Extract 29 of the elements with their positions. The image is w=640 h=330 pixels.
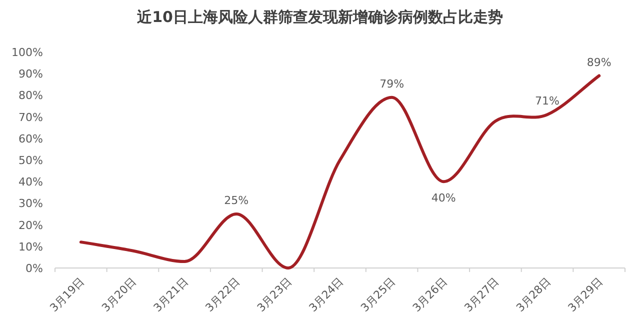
- y-tick-label: 10%: [18, 240, 43, 254]
- y-tick-label: 0%: [26, 262, 43, 275]
- data-label: 79%: [380, 77, 404, 90]
- x-tick-label: 3月22日: [202, 274, 242, 315]
- data-label: 25%: [224, 194, 249, 207]
- data-label: 40%: [431, 192, 456, 205]
- x-tick-label: 3月20日: [99, 274, 139, 315]
- y-tick-label: 50%: [18, 154, 43, 167]
- y-tick-label: 30%: [18, 197, 43, 210]
- x-tick-label: 3月27日: [462, 274, 502, 315]
- x-tick-label: 3月25日: [358, 274, 398, 315]
- line-series: [79, 74, 601, 270]
- y-tick-label: 40%: [18, 176, 43, 189]
- y-tick-label: 100%: [12, 46, 43, 59]
- x-tick-label: 3月29日: [566, 274, 606, 315]
- data-label: 89%: [586, 56, 612, 69]
- x-tick-label: 3月21日: [151, 274, 191, 315]
- x-tick-label: 3月28日: [514, 274, 554, 315]
- x-tick-label: 3月23日: [254, 274, 294, 315]
- y-tick-label: 90%: [18, 68, 43, 81]
- y-tick-label: 60%: [18, 132, 43, 146]
- chart-title: 近10日上海风险人群筛查发现新增确诊病例数占比走势: [136, 8, 503, 26]
- x-tick-label: 3月24日: [306, 274, 346, 315]
- y-tick-label: 20%: [18, 218, 43, 232]
- y-tick-label: 70%: [18, 110, 43, 124]
- x-tick-label: 3月19日: [47, 274, 88, 315]
- y-tick-label: 80%: [18, 89, 43, 102]
- x-tick-label: 3月26日: [410, 274, 450, 315]
- data-label: 71%: [535, 94, 560, 108]
